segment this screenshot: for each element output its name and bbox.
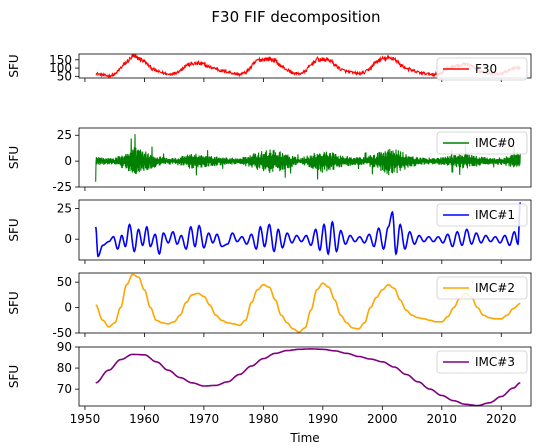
panel-2: -25 0 25 SFU IMC#0 — [7, 127, 532, 194]
figure-title: F30 FIF decomposition — [211, 8, 380, 26]
x-tick-label: 1990 — [308, 412, 339, 426]
panel-3: 0 25 SFU IMC#1 — [7, 199, 532, 264]
y-tick-label: 0 — [64, 232, 72, 246]
axes-frame — [78, 346, 532, 407]
axes-frame — [78, 53, 532, 79]
axes-frame — [78, 127, 532, 188]
y-axis-label: SFU — [7, 218, 21, 241]
x-tick-label: 1980 — [248, 412, 279, 426]
legend: IMC#3 — [436, 350, 528, 374]
series-line-imc0 — [95, 134, 521, 182]
y-tick-label: 80 — [57, 361, 72, 375]
y-tick-label: 70 — [57, 382, 72, 396]
legend-box — [436, 203, 528, 227]
legend-label: IMC#3 — [475, 355, 515, 369]
legend-label: IMC#0 — [475, 136, 515, 150]
y-axis-label: SFU — [7, 54, 21, 77]
legend: IMC#2 — [436, 276, 528, 300]
x-tick-label: 1950 — [70, 412, 101, 426]
y-tick-label: 50 — [57, 275, 72, 289]
panel-4: -50 0 50 SFU IMC#2 — [7, 272, 532, 340]
y-tick-label: -25 — [52, 180, 72, 194]
x-tick-label: 2020 — [486, 412, 517, 426]
axes-frame — [78, 272, 532, 334]
series-line-imc1 — [94, 202, 522, 258]
y-axis-label: SFU — [7, 365, 21, 388]
legend-box — [436, 131, 528, 155]
y-tick-label: 150 — [49, 53, 72, 67]
panel-5: 70 80 90 1950 1960 1970 1980 1990 2000 2010 2020 SF… — [7, 340, 532, 445]
legend-label: IMC#2 — [475, 281, 515, 295]
y-tick-label: -50 — [52, 326, 72, 340]
y-tick-label: 25 — [57, 128, 72, 142]
legend: IMC#1 — [436, 203, 528, 227]
y-axis-label: SFU — [7, 146, 21, 169]
x-tick-label: 1960 — [129, 412, 160, 426]
y-tick-label: 0 — [64, 154, 72, 168]
legend-label: F30 — [475, 62, 497, 76]
series-line-imc2 — [95, 273, 521, 333]
y-tick-label: 100 — [49, 61, 72, 75]
x-axis-label: Time — [289, 431, 319, 445]
x-tick-label: 1970 — [189, 412, 220, 426]
y-tick-label: 25 — [57, 202, 72, 216]
legend-box — [436, 57, 528, 81]
x-tick-label: 2000 — [367, 412, 398, 426]
legend-box — [436, 350, 528, 374]
legend: F30 — [436, 57, 528, 81]
legend-label: IMC#1 — [475, 208, 515, 222]
series-line-imc3 — [95, 348, 521, 407]
legend: IMC#0 — [436, 131, 528, 155]
y-axis-label: SFU — [7, 291, 21, 314]
y-tick-label: 0 — [64, 301, 72, 315]
legend-box — [436, 276, 528, 300]
y-tick-label: 90 — [57, 340, 72, 354]
x-tick-label: 2010 — [427, 412, 458, 426]
axes-frame — [78, 199, 532, 261]
y-tick-label: 50 — [57, 69, 72, 83]
